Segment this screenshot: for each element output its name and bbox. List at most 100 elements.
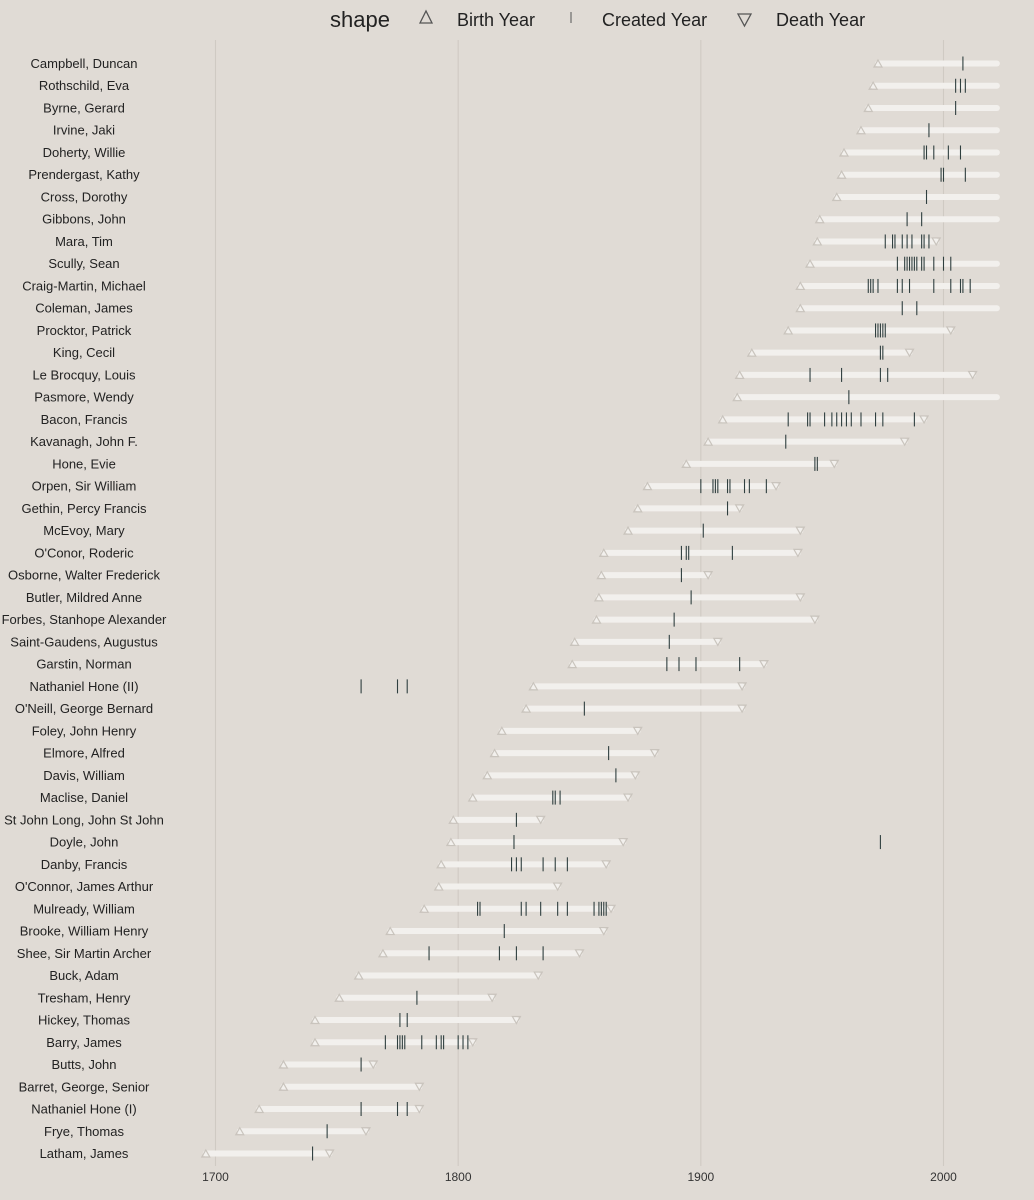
birth-marker	[593, 592, 604, 602]
legend-birth-label: Birth Year	[457, 10, 535, 30]
artist-row: St John Long, John St John	[4, 812, 546, 827]
birth-marker	[681, 459, 692, 469]
death-marker	[360, 1127, 371, 1136]
death-marker	[771, 482, 782, 491]
artist-row: Maclise, Daniel	[40, 790, 634, 805]
birth-marker	[732, 392, 743, 402]
artist-label: Garstin, Norman	[36, 657, 131, 672]
artist-label: Mara, Tim	[55, 234, 113, 249]
death-marker	[601, 860, 612, 870]
artist-row: Osborne, Walter Frederick	[8, 568, 714, 583]
artist-label: Doyle, John	[50, 835, 119, 850]
death-marker	[368, 1060, 379, 1070]
artist-label: Orpen, Sir William	[32, 479, 137, 494]
artist-row: Saint-Gaudens, Augustus	[10, 634, 723, 649]
artist-row: Brooke, William Henry	[20, 924, 609, 939]
grid-lines	[214, 40, 945, 1166]
birth-marker	[812, 236, 823, 246]
birth-marker	[448, 815, 459, 824]
artist-label: Elmore, Alfred	[43, 746, 125, 761]
birth-marker	[278, 1059, 289, 1069]
birth-marker	[717, 414, 728, 424]
artist-row: Gibbons, John	[42, 212, 1000, 227]
artist-label: Nathaniel Hone (I)	[31, 1102, 137, 1117]
death-marker	[795, 526, 806, 536]
birth-marker	[596, 570, 607, 580]
birth-marker	[521, 703, 532, 713]
birth-marker	[783, 325, 794, 335]
legend-death-label: Death Year	[776, 10, 865, 30]
birth-marker	[528, 681, 539, 691]
artist-label: Saint-Gaudens, Augustus	[10, 634, 158, 649]
birth-marker	[734, 370, 745, 380]
artist-label: Davis, William	[43, 768, 125, 783]
artist-row: Tresham, Henry	[38, 990, 498, 1005]
artist-label: Hone, Evie	[52, 456, 116, 471]
artist-label: Forbes, Stanhope Alexander	[2, 612, 167, 627]
death-marker	[758, 660, 769, 669]
artist-row: Hickey, Thomas	[38, 1013, 522, 1028]
artist-row: Pasmore, Wendy	[34, 390, 1000, 405]
artist-row: Elmore, Alfred	[43, 746, 660, 761]
artist-label: Byrne, Gerard	[43, 100, 125, 115]
artist-label: Hickey, Thomas	[38, 1013, 130, 1028]
death-marker	[649, 748, 660, 758]
artist-row: Doherty, Willie	[43, 145, 1000, 160]
artist-row: Kavanagh, John F.	[30, 434, 910, 449]
x-tick-label: 1900	[687, 1170, 714, 1184]
death-marker	[598, 926, 609, 936]
legend-death-symbol	[736, 13, 753, 28]
artist-label: Brooke, William Henry	[20, 924, 149, 939]
birth-marker	[496, 726, 507, 735]
artist-label: Frye, Thomas	[44, 1124, 124, 1139]
artist-label: Procktor, Patrick	[37, 323, 132, 338]
x-tick-label: 2000	[930, 1170, 957, 1184]
death-marker	[899, 437, 910, 447]
birth-marker	[567, 659, 578, 669]
artist-row: Bacon, Francis	[41, 412, 930, 427]
artist-row: Doyle, John	[50, 835, 881, 850]
artist-row: Hone, Evie	[52, 456, 840, 471]
artist-row: Le Brocquy, Louis	[32, 367, 978, 382]
death-marker	[792, 548, 803, 558]
artist-label: Cross, Dorothy	[41, 189, 128, 204]
artist-label: Irvine, Jaki	[53, 123, 115, 138]
artist-row: Irvine, Jaki	[53, 123, 1000, 138]
death-marker	[574, 949, 585, 959]
death-marker	[712, 637, 723, 647]
birth-marker	[804, 258, 816, 268]
artist-row: Gethin, Percy Francis	[22, 501, 745, 516]
artist-row: Craig-Martin, Michael	[22, 278, 1000, 293]
artist-row: Danby, Francis	[41, 857, 612, 872]
birth-marker	[591, 614, 602, 624]
artist-label: Doherty, Willie	[43, 145, 126, 160]
birth-marker	[200, 1148, 211, 1158]
artist-row: Mara, Tim	[55, 234, 942, 249]
birth-marker	[642, 481, 653, 491]
death-marker	[533, 971, 544, 981]
artist-row: Orpen, Sir William	[32, 479, 782, 494]
death-marker	[919, 415, 930, 425]
artist-row: Byrne, Gerard	[43, 100, 1000, 115]
death-marker	[606, 904, 617, 914]
artist-label: Prendergast, Kathy	[28, 167, 140, 182]
birth-marker	[814, 214, 825, 224]
birth-marker	[445, 837, 456, 847]
artist-row: Rothschild, Eva	[39, 78, 1000, 93]
death-marker	[324, 1149, 335, 1159]
artist-label: Osborne, Walter Frederick	[8, 568, 160, 583]
legend: shape Birth Year Created Year Death Year	[330, 7, 865, 32]
death-marker	[795, 593, 806, 603]
artist-row: Davis, William	[43, 768, 641, 783]
birth-marker	[377, 948, 388, 958]
artist-row: King, Cecil	[53, 345, 915, 360]
birth-marker	[433, 881, 444, 891]
artist-row: Barret, George, Senior	[19, 1079, 425, 1094]
artist-label: O'Connor, James Arthur	[15, 879, 154, 894]
artist-row: Forbes, Stanhope Alexander	[2, 612, 820, 627]
artist-label: Latham, James	[40, 1146, 129, 1161]
artist-row: Coleman, James	[35, 301, 1000, 316]
death-marker	[552, 882, 563, 892]
birth-marker	[467, 792, 478, 802]
birth-marker	[831, 192, 842, 202]
